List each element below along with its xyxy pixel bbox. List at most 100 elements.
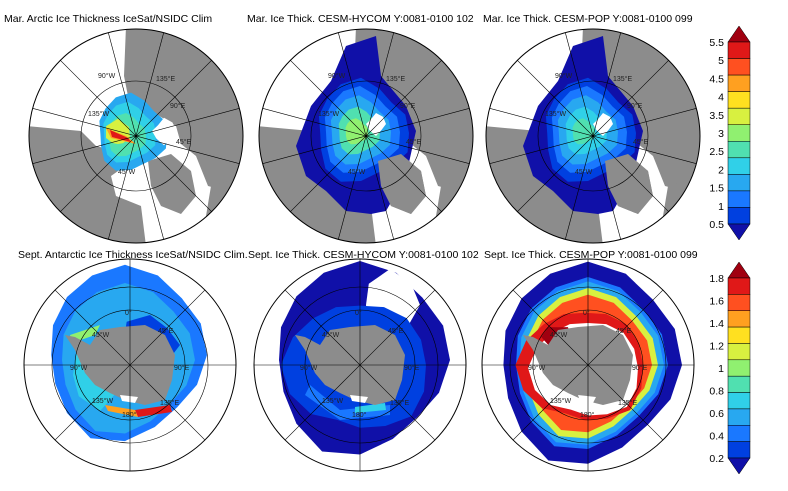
meridian-label: 180°	[352, 411, 367, 419]
meridian-label: 45°W	[118, 168, 136, 176]
map-boundary	[253, 258, 467, 472]
meridian-label: 90°E	[632, 364, 648, 372]
title-arctic-obs: Mar. Arctic Ice Thickness IceSat/NSIDC C…	[4, 13, 213, 25]
colorbar-tick-label: 2.5	[709, 146, 724, 158]
meridian-label: 135°E	[613, 75, 632, 83]
meridian-label: 45°E	[388, 327, 404, 335]
arctic-map-a3: 135°W 90°W 45°W 135°E 90°E 45°E	[485, 28, 701, 244]
antarctic-map-s1: 45°W 90°W 135°W 45°E 90°E 135°E 180° 0°	[23, 258, 237, 472]
map-boundary	[28, 28, 244, 244]
colorbar-block	[727, 141, 751, 159]
meridian-label: 45°W	[322, 331, 340, 339]
meridian-label: 45°E	[616, 327, 632, 335]
meridian-label: 45°W	[575, 168, 593, 176]
meridian-label: 90°W	[528, 364, 546, 372]
colorbar-block	[727, 207, 751, 225]
colorbar-block	[727, 326, 751, 344]
colorbar-block	[727, 74, 751, 92]
colorbar-block	[727, 359, 751, 377]
colorbar-block	[727, 107, 751, 125]
meridian-label: 45°W	[550, 331, 568, 339]
meridian-label: 45°E	[633, 138, 649, 146]
meridian-label: 135°W	[322, 397, 343, 405]
colorbar-tick-label: 0.8	[709, 386, 724, 398]
colorbar-tick-label: 1.4	[709, 318, 724, 330]
meridian-label: 135°E	[156, 75, 175, 83]
colorbar-tick-label: 0.2	[709, 453, 724, 465]
meridian-label: 90°W	[555, 72, 573, 80]
colorbar-top: 5.5 5 4.5 4 3.5 3 2.5 2 1.5 1 0.5	[709, 25, 751, 241]
colorbar-tick-label: 3.5	[709, 110, 724, 122]
land-greenland	[148, 154, 196, 214]
colorbar-tick-label: 4.5	[709, 73, 724, 85]
meridian-label: 0°	[125, 309, 132, 317]
colorbar-tick-label: 0.6	[709, 408, 724, 420]
meridian-label: 0°	[355, 309, 362, 317]
title-antarctic-obs: Sept. Antarctic Ice Thickness IceSat/NSI…	[18, 249, 248, 261]
colorbar-block	[727, 392, 751, 410]
map-boundary	[485, 28, 701, 244]
meridian-label: 90°E	[174, 364, 190, 372]
title-arctic-pop: Mar. Ice Thick. CESM-POP Y:0081-0100 099	[483, 13, 693, 25]
meridian-label: 45°E	[406, 138, 422, 146]
meridian-label: 135°W	[550, 397, 571, 405]
meridian-label: 45°E	[158, 327, 174, 335]
colorbar-tick-label: 1.8	[709, 273, 724, 285]
meridian-label: 135°W	[88, 110, 109, 118]
meridian-label: 90°E	[404, 364, 420, 372]
colorbar-min-arrow	[727, 457, 751, 475]
colorbar-block	[727, 294, 751, 311]
colorbar-tick-label: 1	[718, 201, 724, 213]
colorbar-tick-label: 3	[718, 128, 724, 140]
colorbar-block	[727, 310, 751, 328]
meridian-label: 135°W	[92, 397, 113, 405]
meridian-label: 135°E	[160, 399, 179, 407]
arctic-map-a1: 135°W 90°W 45°W 135°E 90°E 45°E	[28, 28, 244, 244]
colorbar-tick-label: 2	[718, 164, 724, 176]
colorbar-tick-label: 1.2	[709, 341, 724, 353]
colorbar-block	[727, 277, 751, 295]
colorbar-block	[727, 408, 751, 426]
title-antarctic-pop: Sept. Ice Thick. CESM-POP Y:0081-0100 09…	[484, 249, 698, 261]
meridian-label: 90°E	[627, 102, 643, 110]
colorbar-block	[727, 124, 751, 142]
colorbar-block	[727, 174, 751, 192]
meridian-label: 90°W	[300, 364, 318, 372]
colorbar-max-arrow	[727, 261, 751, 279]
colorbar-tick-label: 1.6	[709, 296, 724, 308]
meridian-label: 135°E	[386, 75, 405, 83]
meridian-label: 90°E	[170, 102, 186, 110]
meridian-label: 90°W	[328, 72, 346, 80]
colorbar-tick-label: 0.4	[709, 431, 724, 443]
title-antarctic-hycom: Sept. Ice Thick. CESM-HYCOM Y:0081-0100 …	[248, 249, 479, 261]
colorbar-block	[727, 343, 751, 361]
colorbar-block	[727, 375, 751, 393]
meridian-label: 135°W	[545, 110, 566, 118]
colorbar-tick-label: 1	[718, 363, 724, 375]
colorbar-block	[727, 425, 751, 442]
meridian-label: 0°	[583, 309, 590, 317]
title-arctic-hycom: Mar. Ice Thick. CESM-HYCOM Y:0081-0100 1…	[247, 13, 474, 25]
colorbar-block	[727, 41, 751, 59]
colorbar-block	[727, 441, 751, 459]
meridian-label: 45°W	[92, 331, 110, 339]
colorbar-tick-label: 5.5	[709, 37, 724, 49]
meridian-label: 135°W	[318, 110, 339, 118]
antarctic-map-s3: 45°W 90°W 135°W 45°E 90°E 135°E 180° 0°	[481, 258, 695, 472]
colorbar-tick-label: 4	[718, 92, 724, 104]
colorbar-max-arrow	[727, 25, 751, 43]
colorbar-tick-label: 1.5	[709, 183, 724, 195]
colorbar-bottom: 1.8 1.6 1.4 1.2 1 0.8 0.6 0.4 0.2	[709, 261, 751, 475]
meridian-label: 180°	[580, 411, 595, 419]
colorbar-block	[727, 157, 751, 175]
colorbar-block	[727, 91, 751, 109]
arctic-map-a2: 135°W 90°W 45°W 135°E 90°E 45°E	[258, 28, 474, 244]
colorbar-block	[727, 190, 751, 208]
colorbar-block	[727, 58, 751, 76]
colorbar-tick-label: 0.5	[709, 219, 724, 231]
meridian-label: 45°E	[176, 138, 192, 146]
meridian-label: 135°E	[390, 399, 409, 407]
meridian-label: 90°E	[400, 102, 416, 110]
map-boundary	[481, 258, 695, 472]
